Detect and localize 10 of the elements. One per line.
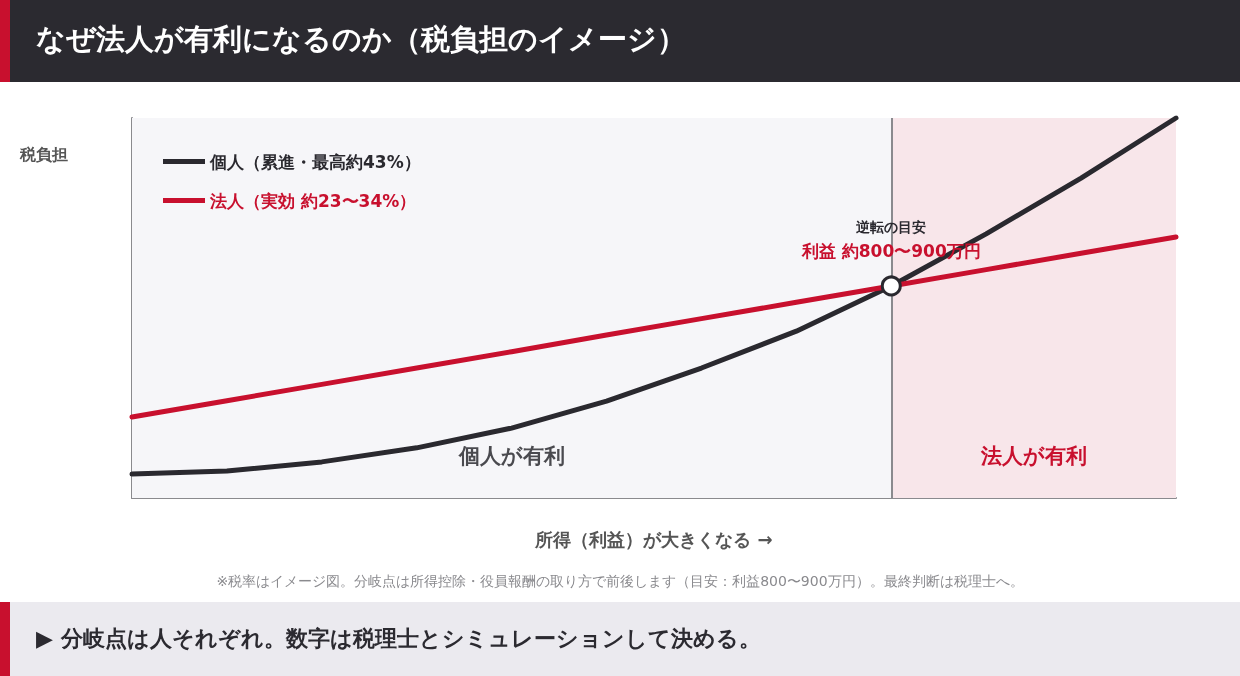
annotation: 逆転の目安 xyxy=(855,218,927,235)
legend-label: 個人（累進・最高約43%） xyxy=(209,151,421,172)
legend-label: 法人（実効 約23〜34%） xyxy=(209,190,417,211)
annotation: 個人が有利 xyxy=(457,443,565,468)
x-axis-title: 所得（利益）が大きくなる → xyxy=(534,528,773,550)
annotation: 法人が有利 xyxy=(979,443,1087,468)
y-axis-title: 税負担 xyxy=(19,144,68,164)
text: ※税率はイメージ図。分岐点は所得控除・役員報酬の取り方で前後します（目安：利益800〜900万円）。最終判断は税理士へ。 xyxy=(215,573,1025,591)
chart-title: なぜ法人が有利になるのか（税負担のイメージ） xyxy=(36,21,686,58)
text: ▶ 分岐点は人それぞれ。数字は税理士とシミュレーションして決める。 xyxy=(36,625,761,653)
